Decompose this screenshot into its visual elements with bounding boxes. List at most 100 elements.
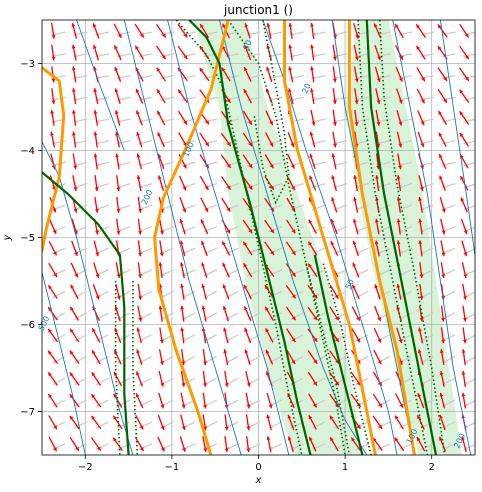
arrow-head — [69, 394, 74, 399]
arrow-head — [335, 403, 339, 408]
arrow-head — [179, 262, 184, 267]
axis-ticks: −2 −1 0 1 2 −3 −4 −5 −6 −7 — [20, 59, 435, 473]
red-arrow — [417, 110, 425, 126]
red-arrow — [266, 414, 272, 431]
red-arrow — [71, 66, 77, 83]
arrow-head — [269, 142, 274, 147]
red-arrow — [461, 436, 467, 453]
red-arrow — [199, 132, 210, 147]
red-arrow — [374, 218, 380, 235]
arrow-head — [332, 122, 337, 126]
red-arrow — [351, 284, 360, 300]
y-tick-label: −4 — [20, 146, 35, 157]
red-arrow — [459, 175, 469, 191]
arrow-head — [71, 131, 76, 136]
arrow-head — [248, 163, 253, 168]
arrow-head — [419, 296, 424, 300]
arrow-head — [309, 153, 314, 158]
red-arrow — [243, 110, 253, 126]
arrow-head — [69, 372, 74, 377]
arrow-head — [199, 67, 204, 72]
arrow-head — [75, 446, 79, 451]
red-arrow — [353, 196, 359, 213]
arrow-head — [246, 404, 251, 409]
red-arrow — [71, 88, 77, 105]
red-arrow — [199, 67, 210, 82]
red-arrow — [180, 392, 186, 409]
arrow-head — [265, 306, 269, 311]
red-arrow — [222, 262, 230, 278]
arrow-head — [138, 317, 143, 322]
red-arrow — [47, 371, 58, 386]
arrow-head — [92, 44, 97, 49]
arrow-head — [352, 262, 357, 267]
red-arrow — [396, 218, 401, 235]
red-arrow — [329, 436, 339, 452]
arrow-head — [243, 284, 248, 289]
red-arrow — [460, 197, 468, 213]
red-arrow — [459, 23, 470, 38]
red-arrow — [310, 109, 316, 126]
red-arrow — [373, 349, 382, 365]
arrow-head — [308, 263, 312, 268]
arrow-head — [181, 383, 186, 387]
red-arrow — [329, 415, 340, 430]
arrow-head — [459, 111, 464, 116]
dotted-curve — [378, 20, 446, 455]
red-arrow — [242, 154, 253, 169]
arrow-head — [377, 56, 381, 61]
arrow-head — [352, 218, 357, 223]
grey-arrow — [311, 31, 326, 37]
arrow-head — [181, 361, 186, 366]
arrow-head — [292, 272, 296, 277]
red-arrow — [437, 67, 448, 82]
red-arrow — [113, 349, 122, 365]
red-arrow — [351, 306, 361, 321]
arrow-head — [205, 142, 209, 147]
red-arrow — [115, 283, 121, 300]
red-arrow — [71, 22, 78, 39]
red-arrow — [351, 328, 361, 343]
arrow-head — [398, 99, 403, 104]
arrow-head — [309, 88, 314, 93]
arrow-head — [183, 120, 188, 125]
arrow-head — [160, 382, 165, 387]
red-arrow — [224, 414, 229, 431]
dotted-curve — [322, 263, 372, 455]
red-arrow — [69, 393, 80, 408]
arrow-head — [377, 338, 382, 343]
red-arrow — [156, 67, 166, 82]
arrow-head — [91, 394, 96, 399]
arrow-head — [226, 229, 231, 234]
arrow-head — [158, 262, 163, 266]
arrow-head — [50, 131, 54, 136]
arrow-head — [398, 339, 403, 344]
arrow-head — [227, 142, 231, 147]
arrow-head — [416, 45, 421, 50]
red-arrow — [180, 414, 186, 431]
arrow-head — [74, 403, 79, 407]
arrow-head — [309, 131, 314, 136]
red-arrow — [50, 109, 55, 126]
red-arrow — [137, 218, 142, 235]
red-arrow — [221, 240, 231, 256]
arrow-head — [48, 285, 52, 290]
arrow-head — [439, 371, 444, 375]
arrow-head — [313, 294, 318, 299]
contour-line — [392, 20, 472, 455]
red-arrow — [90, 393, 102, 408]
orange-curve — [153, 20, 230, 455]
red-arrow — [92, 23, 100, 39]
red-arrow — [310, 66, 315, 83]
arrow-head — [421, 77, 425, 82]
arrow-head — [160, 425, 165, 430]
red-arrow — [48, 262, 58, 278]
arrow-head — [356, 403, 361, 408]
red-arrow — [179, 218, 186, 235]
arrow-head — [200, 219, 205, 224]
red-arrow — [416, 88, 426, 104]
x-tick-label: −2 — [78, 462, 93, 473]
arrow-head — [418, 218, 423, 223]
arrow-head — [115, 131, 119, 136]
red-arrow — [201, 262, 208, 278]
